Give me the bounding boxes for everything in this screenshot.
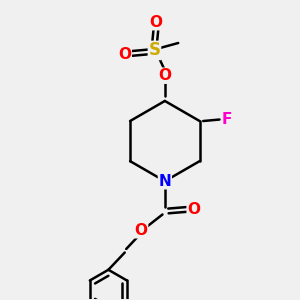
Text: O: O [187,202,200,217]
Text: F: F [222,112,232,127]
Text: N: N [158,174,171,189]
Text: O: O [149,15,162,30]
Text: O: O [135,223,148,238]
Text: O: O [158,68,171,83]
Text: O: O [118,47,131,62]
Text: S: S [148,41,160,59]
